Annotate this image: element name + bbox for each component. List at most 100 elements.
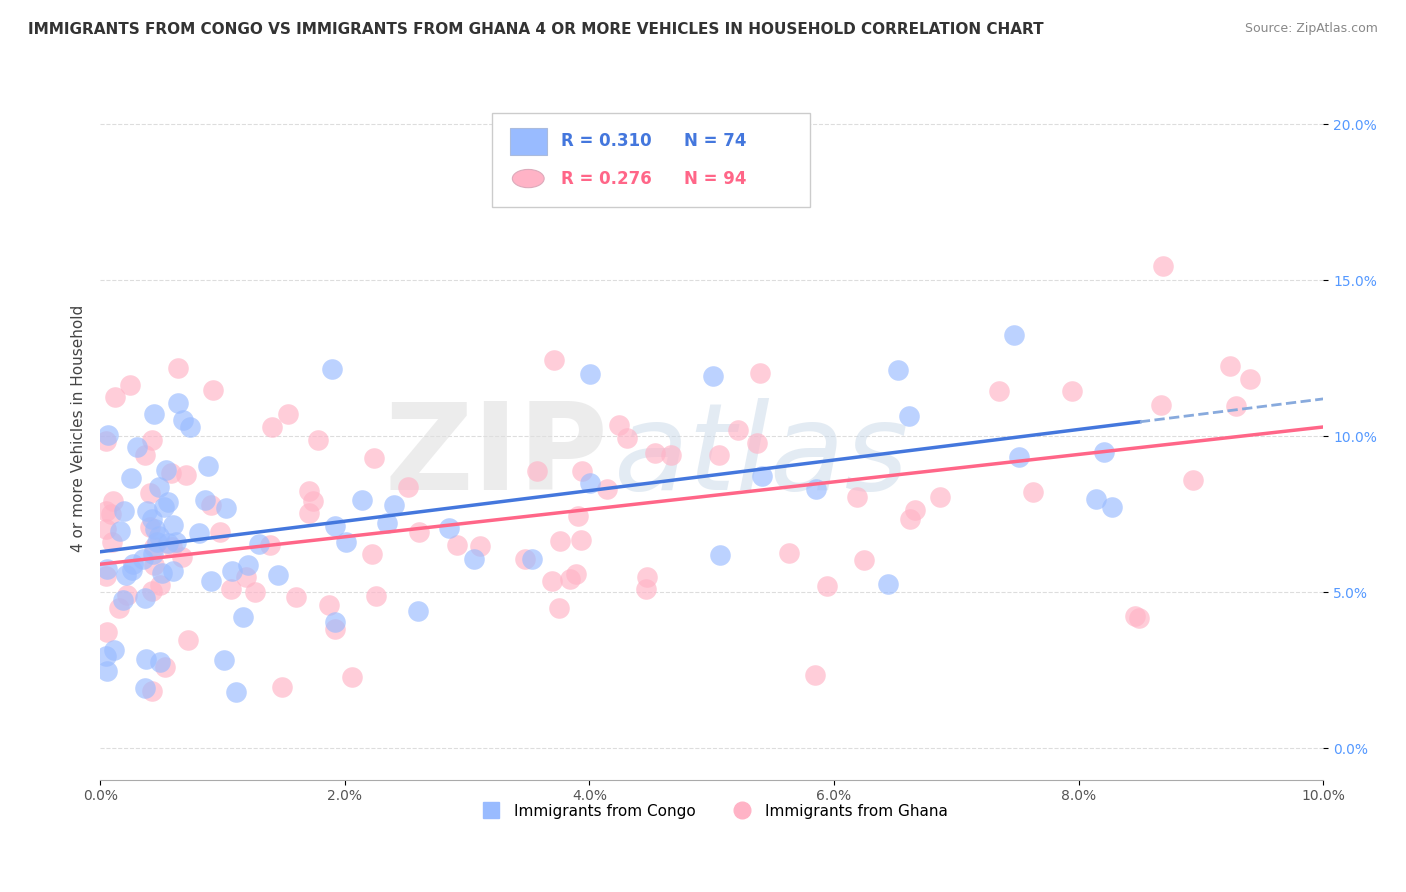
Point [352, 493, 374, 508]
Point [259, 538, 281, 552]
Point [134, 591, 156, 605]
Point [142, 407, 165, 421]
Point [803, 668, 825, 682]
Point [101, 535, 124, 549]
Point [897, 409, 920, 424]
Point [644, 446, 666, 460]
Point [112, 504, 135, 518]
Point [150, 566, 173, 580]
Point [194, 492, 217, 507]
Point [285, 590, 308, 604]
Point [298, 484, 321, 499]
Y-axis label: 4 or more Vehicles in Household: 4 or more Vehicles in Household [72, 305, 86, 552]
Point [571, 463, 593, 477]
Point [616, 431, 638, 445]
Point [249, 536, 271, 550]
Point [709, 549, 731, 563]
Point [156, 495, 179, 509]
Point [162, 564, 184, 578]
Point [1150, 398, 1173, 412]
Point [661, 448, 683, 462]
Point [607, 418, 630, 433]
Point [108, 524, 131, 538]
Point [1128, 610, 1150, 624]
Point [136, 504, 159, 518]
Point [1101, 500, 1123, 515]
Point [149, 578, 172, 592]
Point [159, 466, 181, 480]
Point [520, 552, 543, 566]
Circle shape [512, 169, 544, 187]
Point [167, 360, 190, 375]
Text: N = 94: N = 94 [683, 169, 747, 187]
Point [148, 480, 170, 494]
Point [579, 476, 602, 491]
Point [547, 600, 569, 615]
Point [323, 518, 346, 533]
Point [200, 574, 222, 588]
Point [929, 491, 952, 505]
Point [558, 572, 581, 586]
Point [167, 396, 190, 410]
Point [235, 570, 257, 584]
Point [141, 512, 163, 526]
Point [904, 503, 927, 517]
Point [1182, 473, 1205, 487]
Point [277, 407, 299, 421]
Point [172, 413, 194, 427]
Point [887, 363, 910, 377]
Point [160, 541, 183, 555]
Point [96, 503, 118, 517]
Point [364, 589, 387, 603]
Point [149, 655, 172, 669]
Point [143, 540, 166, 554]
Point [513, 551, 536, 566]
Point [122, 558, 145, 572]
Point [176, 633, 198, 648]
Point [541, 574, 564, 589]
Point [215, 501, 238, 516]
Text: N = 74: N = 74 [683, 132, 747, 151]
Point [702, 369, 724, 384]
Point [727, 423, 749, 437]
Point [165, 535, 187, 549]
Point [219, 582, 242, 597]
Point [135, 652, 157, 666]
Point [709, 448, 731, 462]
Point [988, 384, 1011, 398]
Point [323, 622, 346, 636]
Text: atlas: atlas [614, 398, 910, 515]
Point [145, 535, 167, 549]
Point [103, 390, 125, 404]
Point [96, 648, 118, 663]
Point [747, 435, 769, 450]
Point [97, 427, 120, 442]
Point [596, 482, 619, 496]
Point [846, 491, 869, 505]
Point [751, 468, 773, 483]
Point [375, 516, 398, 530]
Point [157, 536, 180, 550]
Point [567, 508, 589, 523]
Point [1218, 359, 1240, 374]
Point [636, 570, 658, 584]
Point [360, 547, 382, 561]
Point [1239, 372, 1261, 386]
Point [143, 522, 166, 536]
Point [103, 642, 125, 657]
Point [100, 507, 122, 521]
Point [1022, 485, 1045, 500]
Point [363, 451, 385, 466]
Point [446, 539, 468, 553]
Text: Source: ZipAtlas.com: Source: ZipAtlas.com [1244, 22, 1378, 36]
Point [1225, 399, 1247, 413]
Point [179, 420, 201, 434]
Point [778, 546, 800, 560]
Point [301, 493, 323, 508]
Point [209, 524, 232, 539]
Point [121, 564, 143, 578]
Point [153, 660, 176, 674]
Point [817, 579, 839, 593]
Point [396, 480, 419, 494]
Point [141, 434, 163, 448]
